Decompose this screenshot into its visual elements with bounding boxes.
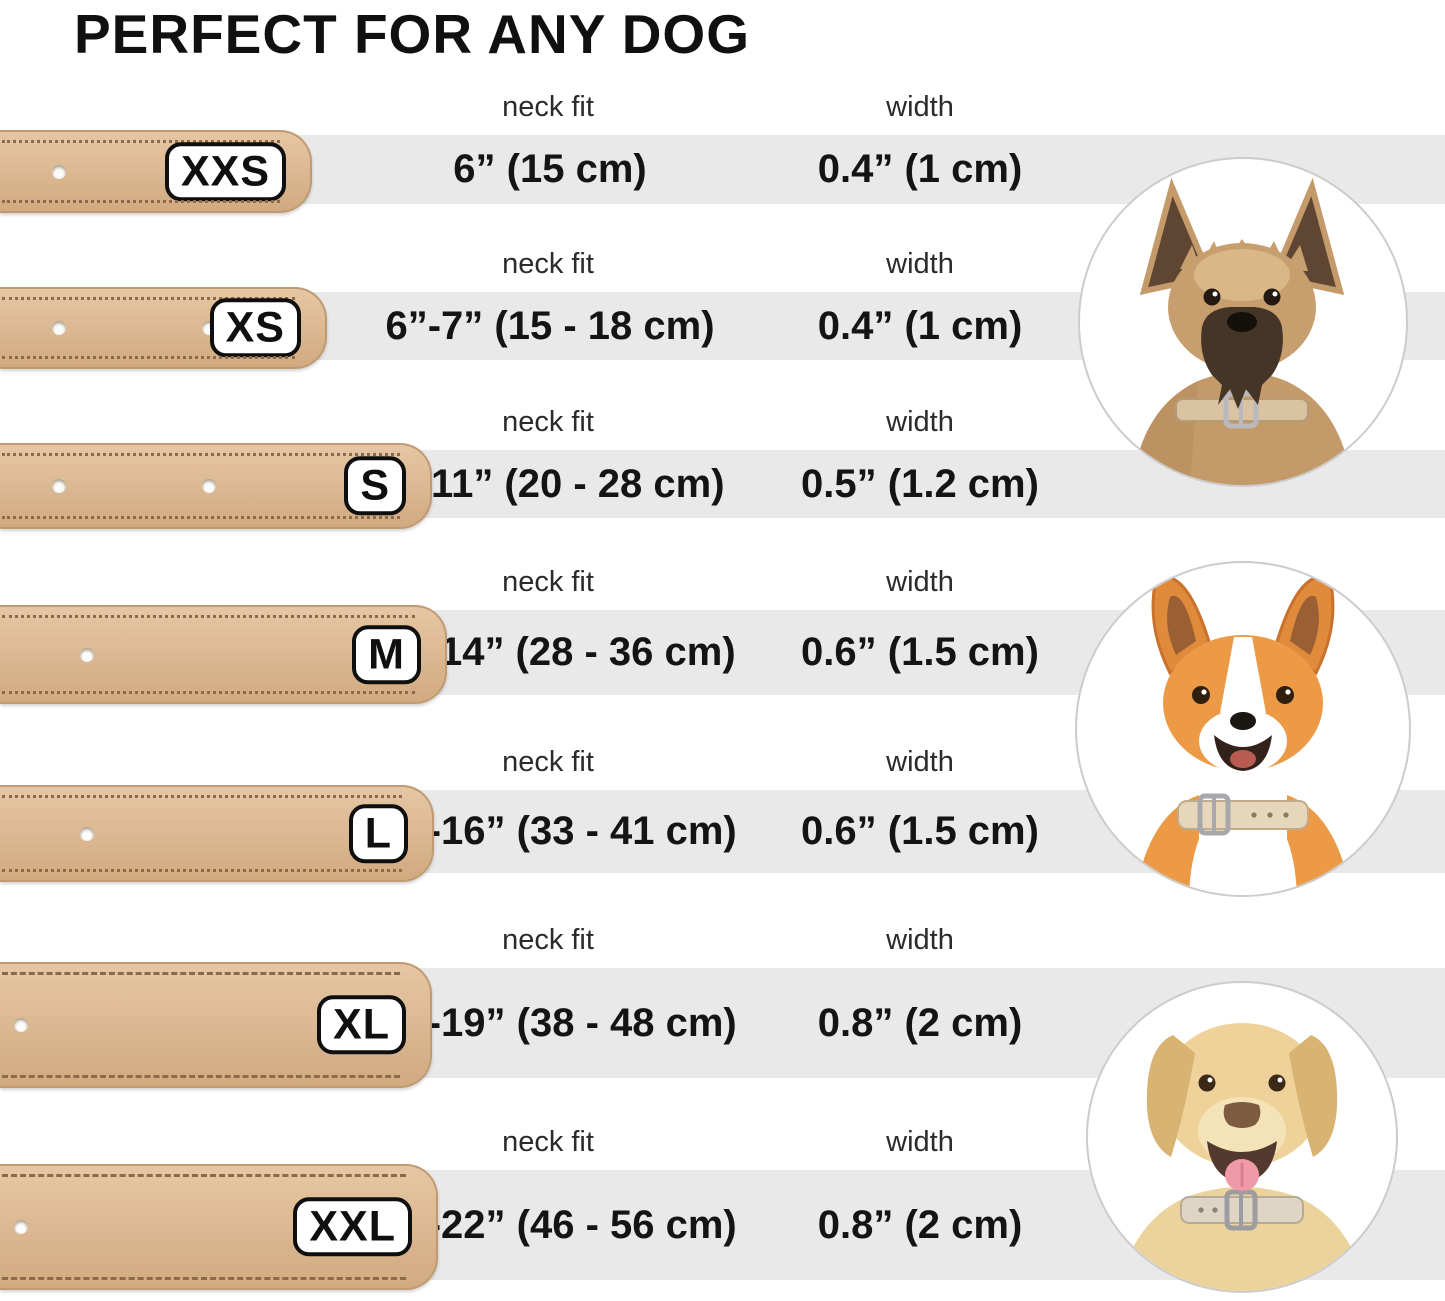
neck-fit-value: 6”-7” (15 - 18 cm): [385, 303, 715, 348]
collar-strip: XL: [0, 962, 432, 1088]
collar-strip: S: [0, 443, 432, 529]
collar-hole: [202, 479, 216, 493]
collar-strip: XS: [0, 287, 327, 369]
width-column-header: width: [886, 924, 954, 956]
collar-hole: [14, 1220, 28, 1234]
width-column-header: width: [886, 91, 954, 123]
neck-fit-column-header: neck fit: [502, 566, 594, 598]
neck-fit-column-header: neck fit: [502, 91, 594, 123]
collar-hole: [14, 1018, 28, 1032]
width-column-header: width: [886, 1126, 954, 1158]
width-value: 0.8” (2 cm): [817, 1000, 1023, 1045]
neck-fit-value: 18”-22” (46 - 56 cm): [363, 1202, 737, 1247]
width-column-header: width: [886, 746, 954, 778]
size-badge: L: [348, 803, 408, 864]
size-badge: XXS: [164, 141, 286, 202]
page-title: PERFECT FOR ANY DOG: [74, 3, 750, 65]
collar-hole: [202, 321, 216, 335]
labrador-illustration: [1116, 1023, 1368, 1291]
collar-hole: [80, 826, 94, 841]
neck-fit-value: 15”-19” (38 - 48 cm): [363, 1000, 737, 1045]
width-value: 0.6” (1.5 cm): [801, 809, 1039, 853]
dog-photo-corgi: [1075, 561, 1411, 897]
neck-fit-value: 8”-11” (20 - 28 cm): [375, 461, 725, 506]
neck-fit-column-header: neck fit: [502, 1126, 594, 1158]
width-value: 0.6” (1.5 cm): [801, 630, 1039, 674]
terrier-illustration: [1132, 177, 1352, 485]
width-value: 0.4” (1 cm): [817, 303, 1023, 348]
collar-strip: L: [0, 785, 434, 882]
size-badge: XS: [209, 298, 301, 358]
dog-photo-terrier: [1078, 157, 1408, 487]
width-column-header: width: [886, 248, 954, 280]
collar-strip: M: [0, 605, 447, 704]
dog-photo-labrador: [1086, 981, 1398, 1293]
neck-fit-column-header: neck fit: [502, 924, 594, 956]
corgi-illustration: [1135, 575, 1351, 895]
size-badge: S: [344, 456, 406, 516]
neck-fit-value: 6” (15 cm): [453, 147, 647, 191]
size-badge: XXL: [293, 1197, 412, 1257]
width-value: 0.8” (2 cm): [817, 1202, 1023, 1247]
collar-hole: [202, 164, 216, 179]
width-value: 0.5” (1.2 cm): [801, 461, 1039, 506]
size-badge: M: [352, 624, 421, 685]
neck-fit-column-header: neck fit: [502, 746, 594, 778]
collar-strip: XXL: [0, 1164, 438, 1290]
size-badge: XL: [317, 995, 406, 1055]
collar-strip: XXS: [0, 130, 312, 213]
width-column-header: width: [886, 406, 954, 438]
width-value: 0.4” (1 cm): [817, 147, 1023, 191]
collar-hole: [52, 479, 66, 493]
neck-fit-value: 11”-14” (28 - 36 cm): [364, 630, 736, 674]
collar-hole: [52, 164, 66, 179]
collar-hole: [80, 647, 94, 662]
neck-fit-value: 13”-16” (33 - 41 cm): [363, 809, 737, 853]
neck-fit-column-header: neck fit: [502, 248, 594, 280]
neck-fit-column-header: neck fit: [502, 406, 594, 438]
width-column-header: width: [886, 566, 954, 598]
collar-hole: [52, 321, 66, 335]
